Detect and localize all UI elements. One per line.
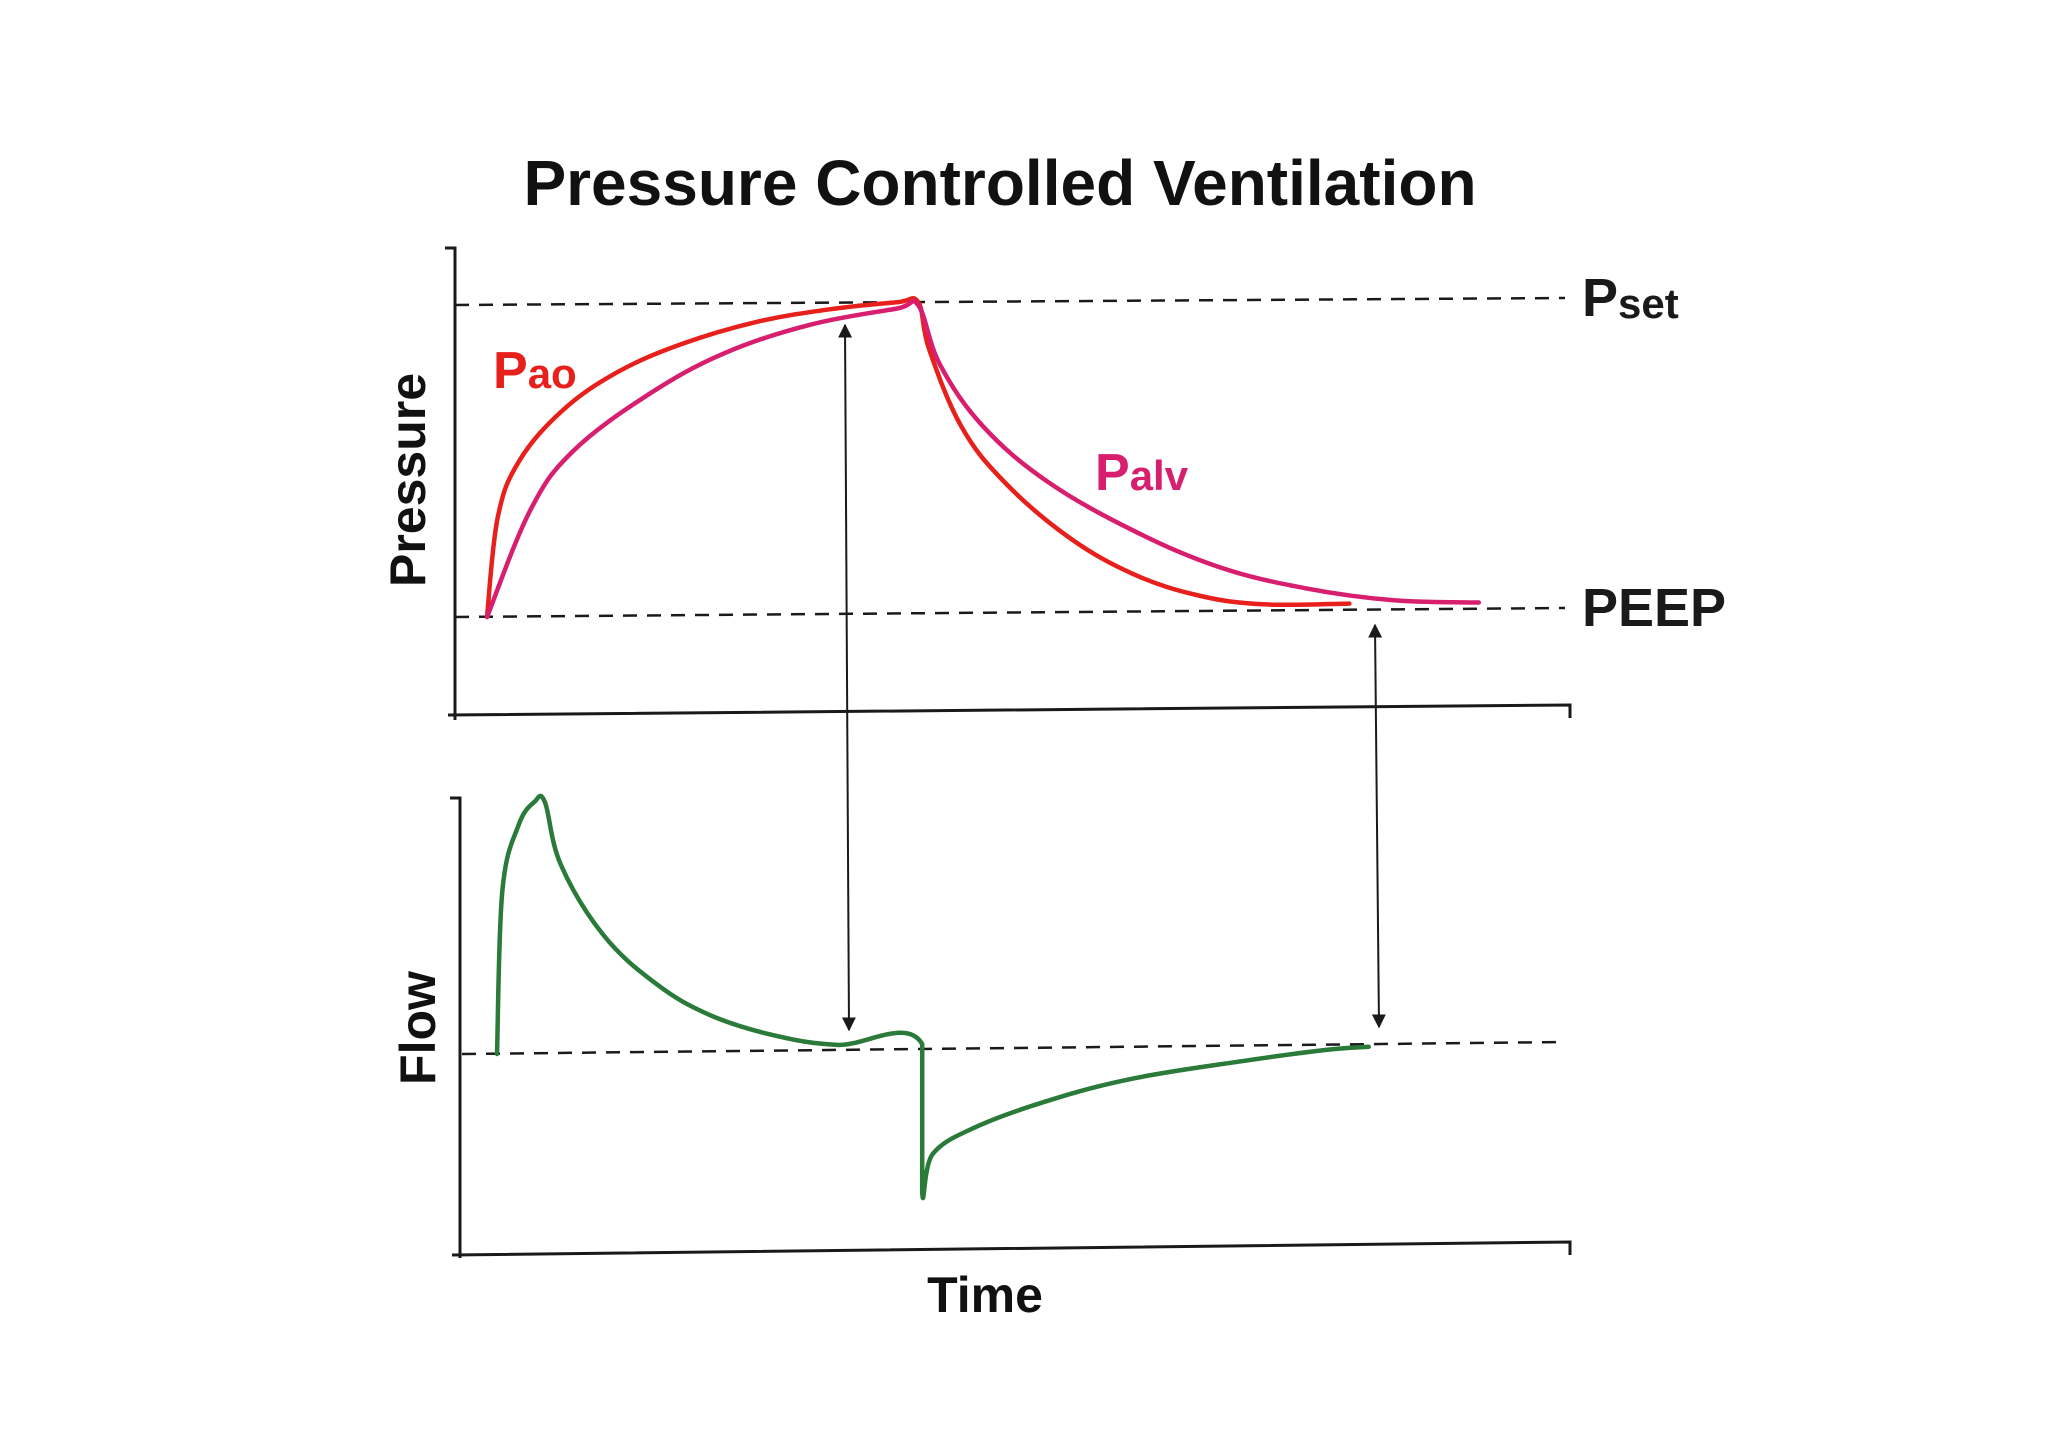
pressure-y-axis: [445, 246, 457, 720]
flow-series: [494, 793, 1371, 1201]
pressure-reference-lines: [454, 296, 1566, 619]
pao-label-sub: ao: [528, 350, 577, 397]
flow-zero-reference-line: [461, 1040, 1566, 1056]
flow-x-axis: [451, 1240, 1572, 1257]
flow-axis-label: Flow: [390, 971, 446, 1085]
pset-label-main: P: [1582, 268, 1618, 328]
flow-reference-lines: [461, 1040, 1566, 1056]
end-expiration-arrow: [1368, 623, 1386, 1029]
pset-label: Pset: [1582, 268, 1679, 328]
pao-curve: [484, 296, 1352, 620]
pressure-x-axis: [447, 703, 1572, 718]
flow-y-axis: [450, 796, 462, 1258]
end-inspiration-arrow: [838, 323, 856, 1032]
pset-reference-line: [454, 296, 1566, 307]
pao-label: Pao: [493, 342, 577, 400]
pressure-axis-label: Pressure: [380, 373, 436, 587]
palv-label: Palv: [1095, 444, 1189, 502]
palv-label-main: P: [1095, 444, 1130, 502]
phase-markers: [838, 323, 1386, 1032]
flow-panel: Flow: [390, 793, 1572, 1258]
pao-label-main: P: [493, 342, 528, 400]
pressure-reference-labels: Pset PEEP: [1582, 268, 1726, 638]
pset-label-sub: set: [1618, 280, 1679, 327]
flow-curve: [494, 793, 1371, 1201]
chart-title: Pressure Controlled Ventilation: [523, 147, 1476, 219]
palv-curve: [484, 298, 1482, 620]
palv-label-sub: alv: [1130, 452, 1189, 499]
peep-label-main: PEEP: [1582, 578, 1726, 638]
time-axis-label: Time: [927, 1267, 1043, 1323]
peep-reference-line: [454, 606, 1566, 619]
peep-label: PEEP: [1582, 578, 1726, 638]
